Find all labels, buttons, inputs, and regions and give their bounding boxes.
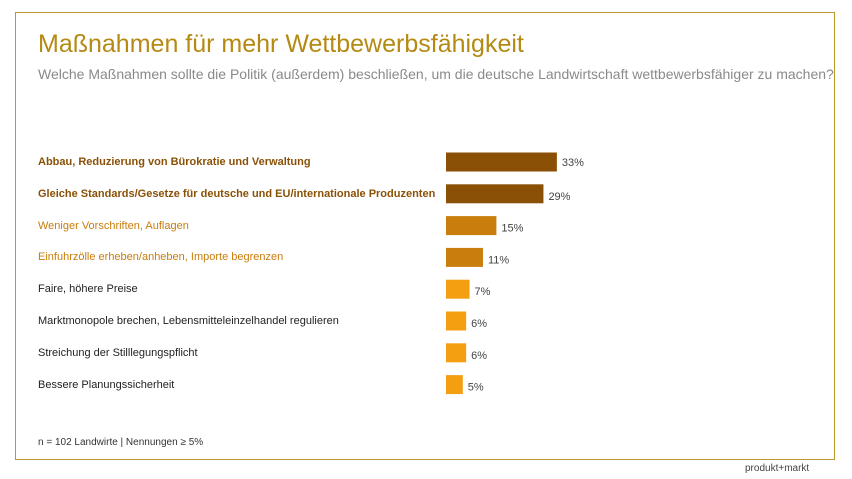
brand-logo-text: produkt+markt (745, 463, 810, 474)
sample-footnote: n = 102 Landwirte | Nennungen ≥ 5% (38, 437, 204, 448)
category-label: Einfuhrzölle erheben/anheben, Importe be… (38, 251, 284, 264)
bar-value-label: 33% (562, 157, 584, 169)
bar (446, 343, 467, 363)
bar (446, 216, 497, 236)
category-label: Bessere Planungssicherheit (38, 378, 175, 391)
category-label: Streichung der Stilllegungspflicht (38, 346, 198, 359)
bar-value-label: 15% (501, 223, 523, 235)
category-label: Abbau, Reduzierung von Bürokratie und Ve… (38, 156, 311, 168)
bar-value-label: 6% (471, 350, 487, 362)
slide-subtitle: Welche Maßnahmen sollte die Politik (auß… (38, 66, 834, 82)
slide-frame (15, 12, 835, 460)
bar (446, 152, 557, 172)
bar (446, 247, 483, 267)
bar (446, 375, 463, 395)
category-label: Weniger Vorschriften, Auflagen (38, 219, 189, 232)
bar (446, 311, 467, 331)
category-label: Gleiche Standards/Gesetze für deutsche u… (38, 187, 436, 200)
bar (446, 279, 470, 299)
bar-value-label: 6% (471, 318, 487, 330)
bar-value-label: 11% (488, 254, 509, 266)
category-label: Faire, höhere Preise (38, 283, 138, 296)
bar-value-label: 5% (468, 382, 484, 394)
bar-value-label: 7% (475, 286, 491, 298)
category-label: Marktmonopole brechen, Lebensmitteleinze… (38, 315, 339, 327)
slide-title: Maßnahmen für mehr Wettbewerbsfähigkeit (38, 30, 524, 58)
bar (446, 184, 544, 204)
bar-value-label: 29% (548, 191, 570, 203)
